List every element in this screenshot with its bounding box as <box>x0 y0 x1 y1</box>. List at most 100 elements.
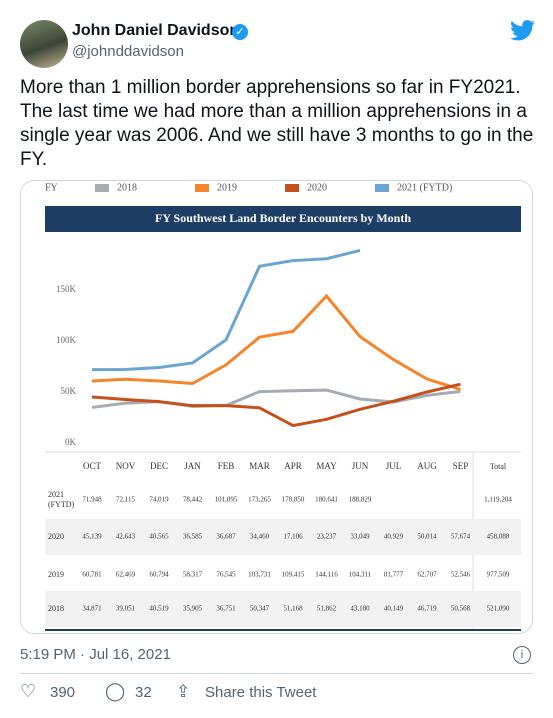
table-cell: 78,442 <box>183 496 203 504</box>
tweet-text: More than 1 million border apprehensions… <box>20 77 534 170</box>
title-banner <box>45 206 521 232</box>
table-cell: 36,687 <box>216 533 236 541</box>
table-total: 458,088 <box>487 533 510 541</box>
legend-label: 2018 <box>117 182 137 193</box>
table-cell: 50,347 <box>250 605 270 613</box>
table-header: Total <box>490 462 507 471</box>
series-line <box>91 293 461 391</box>
table-cell: 40,565 <box>149 533 169 541</box>
author-handle[interactable]: @johnddavidson <box>72 43 184 60</box>
like-count[interactable]: 390 <box>50 684 76 701</box>
table-total: 977,509 <box>487 571 510 579</box>
table-cell: 46,719 <box>417 605 437 613</box>
table-cell: 40,929 <box>384 533 404 541</box>
reply-icon[interactable]: ◯ <box>105 681 126 701</box>
row-label: 2021 (FYTD) <box>48 490 75 509</box>
table-cell: 43,180 <box>350 605 370 613</box>
table-cell: 76,545 <box>216 571 236 579</box>
legend-title: FY <box>45 182 58 193</box>
y-tick-label: 50K <box>61 386 77 396</box>
table-cell: 81,777 <box>384 571 404 579</box>
table-header: MAY <box>316 461 337 471</box>
table-cell: 62,469 <box>116 571 136 579</box>
table-header: AUG <box>417 461 437 471</box>
table-cell: 109,415 <box>282 571 305 579</box>
table-cell: 34,460 <box>250 533 270 541</box>
divider <box>20 673 533 674</box>
table-cell: 103,731 <box>248 571 271 579</box>
table-cell: 45,139 <box>82 533 102 541</box>
table-cell: 188,829 <box>349 496 372 504</box>
table-cell: 36,751 <box>216 605 236 613</box>
table-cell: 35,905 <box>183 605 203 613</box>
table-cell: 144,116 <box>315 571 338 579</box>
table-header: MAR <box>249 461 270 471</box>
y-tick-label: 0K <box>65 437 77 447</box>
share-button[interactable]: Share this Tweet <box>205 684 317 701</box>
legend-label: 2019 <box>217 182 237 193</box>
table-header: SEP <box>453 461 469 471</box>
table-cell: 50,014 <box>417 533 437 541</box>
legend-swatch <box>375 184 389 192</box>
table-cell: 40,519 <box>149 605 169 613</box>
table-cell: 40,149 <box>384 605 404 613</box>
table-cell: 72,115 <box>116 496 135 504</box>
y-tick-label: 100K <box>56 335 77 345</box>
y-tick-label: 150K <box>56 284 77 294</box>
table-total: 521,090 <box>487 605 510 613</box>
table-cell: 39,051 <box>116 605 136 613</box>
table-cell: 17,106 <box>283 533 303 541</box>
legend-label: 2020 <box>307 182 327 193</box>
table-cell: 173,265 <box>248 496 271 504</box>
table-header: JUL <box>386 461 402 471</box>
table-header: OCT <box>83 461 102 471</box>
series-line <box>91 248 361 372</box>
twitter-logo[interactable] <box>510 20 535 41</box>
share-icon[interactable]: ⇪ <box>176 682 191 701</box>
info-icon[interactable]: i <box>513 646 531 664</box>
table-cell: 52,546 <box>451 571 471 579</box>
table-cell: 71,948 <box>82 496 102 504</box>
chart-title: FY Southwest Land Border Encounters by M… <box>155 211 411 225</box>
table-cell: 34,871 <box>82 605 102 613</box>
table-row-bg <box>45 519 521 555</box>
table-cell: 51,862 <box>317 605 337 613</box>
media-frame[interactable] <box>20 180 533 634</box>
legend-swatch <box>285 184 299 192</box>
author-name[interactable]: John Daniel Davidson <box>72 22 240 39</box>
row-label: 2020 <box>48 532 64 541</box>
table-row-bg <box>45 591 521 627</box>
legend-swatch <box>195 184 209 192</box>
legend-label: 2021 (FYTD) <box>397 182 452 193</box>
like-icon[interactable]: ♡ <box>20 681 37 701</box>
table-cell: 51,168 <box>283 605 303 613</box>
reply-count[interactable]: 32 <box>135 684 152 701</box>
table-cell: 104,311 <box>349 571 372 579</box>
table-cell: 180,641 <box>315 496 338 504</box>
legend-swatch <box>95 184 109 192</box>
table-header: FEB <box>218 461 235 471</box>
table-cell: 36,585 <box>183 533 203 541</box>
table-cell: 60,794 <box>149 571 169 579</box>
row-label: 2018 <box>48 604 64 613</box>
table-header: APR <box>284 461 302 471</box>
table-header: JUN <box>352 461 369 471</box>
table-total: 1,119,204 <box>484 496 512 504</box>
table-cell: 33,049 <box>350 533 370 541</box>
table-cell: 50,568 <box>451 605 471 613</box>
verified-badge: ✓ <box>232 24 248 40</box>
table-cell: 178,850 <box>282 496 305 504</box>
table-cell: 101,095 <box>215 496 238 504</box>
table-cell: 57,674 <box>451 533 471 541</box>
avatar[interactable] <box>20 20 68 68</box>
table-cell: 58,317 <box>183 571 203 579</box>
table-header: JAN <box>184 461 201 471</box>
table-cell: 60,781 <box>82 571 102 579</box>
table-header: NOV <box>116 461 136 471</box>
timestamp[interactable]: 5:19 PM · Jul 16, 2021 <box>20 646 171 663</box>
table-cell: 62,707 <box>417 571 437 579</box>
table-header: DEC <box>150 461 168 471</box>
series-line <box>91 382 461 428</box>
